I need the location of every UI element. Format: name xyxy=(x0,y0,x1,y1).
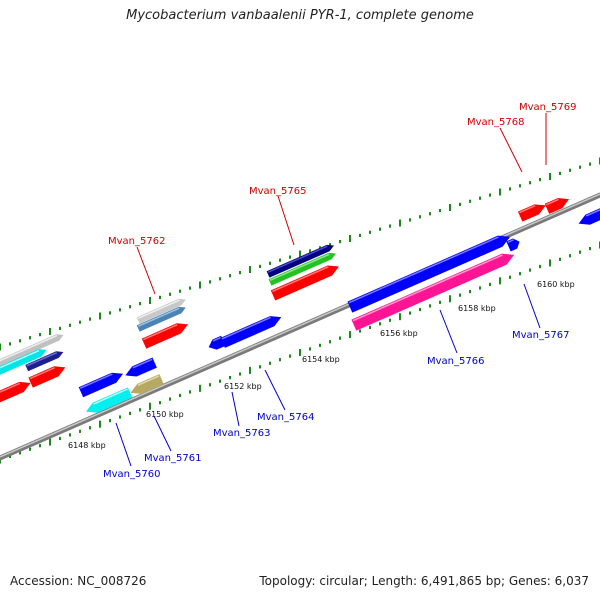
gene-label-mvan-5768: Mvan_5768 xyxy=(467,117,524,128)
feature-cyan-b-arrow xyxy=(86,387,133,413)
feature-red-d xyxy=(270,265,339,301)
leader-line-mvan-5767 xyxy=(523,283,541,329)
scale-label-6150: 6150 kbp xyxy=(146,410,184,419)
leader-line-mvan-5766 xyxy=(439,309,458,354)
leader-line-mvan-5768 xyxy=(499,127,523,173)
gene-label-mvan-5767: Mvan_5767 xyxy=(512,330,569,341)
feature-gray-b-highlight xyxy=(138,299,180,319)
scale-label-6158: 6158 kbp xyxy=(458,304,496,313)
scale-label-6148: 6148 kbp xyxy=(68,441,106,450)
feature-navy-b-arrow xyxy=(266,244,334,278)
feature-blue-d-highlight xyxy=(221,316,271,340)
scale-label-6156: 6156 kbp xyxy=(380,329,418,338)
gene-label-mvan-5763: Mvan_5763 xyxy=(213,428,270,439)
gene-label-mvan-5764: Mvan_5764 xyxy=(257,412,314,423)
feature-green-highlight xyxy=(269,253,330,281)
feature-red-e xyxy=(517,204,546,222)
feature-red-c xyxy=(141,323,188,349)
scale-label-6160: 6160 kbp xyxy=(537,280,575,289)
feature-blue-e-highlight xyxy=(348,236,499,304)
feature-red-c-arrow xyxy=(141,323,188,349)
feature-red-b-highlight xyxy=(29,366,56,380)
feature-steelblue-highlight xyxy=(138,307,180,327)
feature-gray-a-arrow xyxy=(0,334,64,377)
scale-label-6154: 6154 kbp xyxy=(302,355,340,364)
accession-text: Accession: NC_008726 xyxy=(10,574,147,588)
leader-line-mvan-5762 xyxy=(136,246,156,295)
leader-line-mvan-5765 xyxy=(277,195,295,246)
feature-steelblue xyxy=(136,306,186,332)
feature-pink-highlight xyxy=(352,254,503,322)
feature-red-d-arrow xyxy=(270,265,339,301)
feature-red-e-arrow xyxy=(517,204,546,222)
scale-label-6152: 6152 kbp xyxy=(224,382,262,391)
gene-label-mvan-5761: Mvan_5761 xyxy=(144,453,201,464)
feature-red-d-highlight xyxy=(272,266,329,293)
feature-blue-g-highlight xyxy=(585,204,600,217)
map-title: Mycobacterium vanbaalenii PYR-1, complet… xyxy=(126,8,474,23)
feature-navy-a xyxy=(25,351,64,372)
leader-line-mvan-5761 xyxy=(153,415,172,452)
forward-strand-guide xyxy=(0,157,600,351)
genome-summary-text: Topology: circular; Length: 6,491,865 bp… xyxy=(259,574,589,588)
feature-blue-a-highlight xyxy=(79,373,113,389)
feature-blue-d-arrow xyxy=(220,316,282,348)
feature-red-a xyxy=(0,381,31,407)
feature-gray-b xyxy=(136,298,186,324)
gene-label-mvan-5769: Mvan_5769 xyxy=(519,102,576,113)
gene-label-mvan-5762: Mvan_5762 xyxy=(108,236,165,247)
feature-navy-b xyxy=(266,244,334,278)
feature-blue-b xyxy=(125,357,157,377)
feature-red-f-highlight xyxy=(546,198,559,206)
feature-gray-a xyxy=(0,334,64,377)
feature-blue-g xyxy=(578,203,600,225)
feature-blue-a-arrow xyxy=(78,372,124,398)
feature-blue-b-highlight xyxy=(132,358,153,369)
feature-red-b-arrow xyxy=(28,366,66,388)
feature-blue-d xyxy=(220,316,282,348)
feature-gray-b-arrow xyxy=(136,298,186,324)
feature-red-e-highlight xyxy=(519,205,536,214)
feature-red-b xyxy=(28,366,66,388)
feature-navy-a-highlight xyxy=(26,351,58,367)
feature-pink xyxy=(351,253,515,331)
feature-blue-g-arrow xyxy=(578,203,600,225)
feature-pink-arrow xyxy=(351,253,515,331)
leader-line-mvan-5760 xyxy=(115,422,132,467)
feature-navy-b-highlight xyxy=(267,245,328,273)
feature-gray-a-highlight xyxy=(0,334,58,372)
gene-label-mvan-5766: Mvan_5766 xyxy=(427,356,484,367)
feature-olive-arrow xyxy=(130,374,164,394)
feature-olive xyxy=(130,374,164,394)
feature-blue-f xyxy=(506,238,520,252)
feature-red-f xyxy=(544,197,569,214)
feature-blue-b-arrow xyxy=(125,357,157,377)
leader-line-mvan-5764 xyxy=(264,369,286,411)
feature-blue-e-arrow xyxy=(347,235,511,313)
feature-cyan-b-highlight xyxy=(93,388,128,405)
gene-label-mvan-5765: Mvan_5765 xyxy=(249,186,306,197)
feature-blue-e xyxy=(347,235,511,313)
feature-cyan-a-arrow xyxy=(0,349,47,386)
feature-navy-a-arrow xyxy=(25,351,64,372)
feature-cyan-a-highlight xyxy=(0,349,40,381)
gene-label-mvan-5760: Mvan_5760 xyxy=(103,469,160,480)
reverse-strand-guide xyxy=(0,241,600,464)
feature-green-arrow xyxy=(268,252,336,286)
feature-blue-a xyxy=(78,372,124,398)
leader-line-mvan-5763 xyxy=(231,391,240,427)
feature-red-a-arrow xyxy=(0,381,31,407)
feature-olive-highlight xyxy=(137,375,160,386)
feature-steelblue-arrow xyxy=(136,306,186,332)
feature-red-c-highlight xyxy=(143,323,178,341)
feature-blue-f-highlight xyxy=(507,239,514,244)
feature-blue-c-highlight xyxy=(212,336,222,342)
feature-green xyxy=(268,252,336,286)
feature-cyan-b xyxy=(86,387,133,413)
feature-red-a-highlight xyxy=(0,382,21,398)
feature-cyan-a xyxy=(0,349,47,386)
